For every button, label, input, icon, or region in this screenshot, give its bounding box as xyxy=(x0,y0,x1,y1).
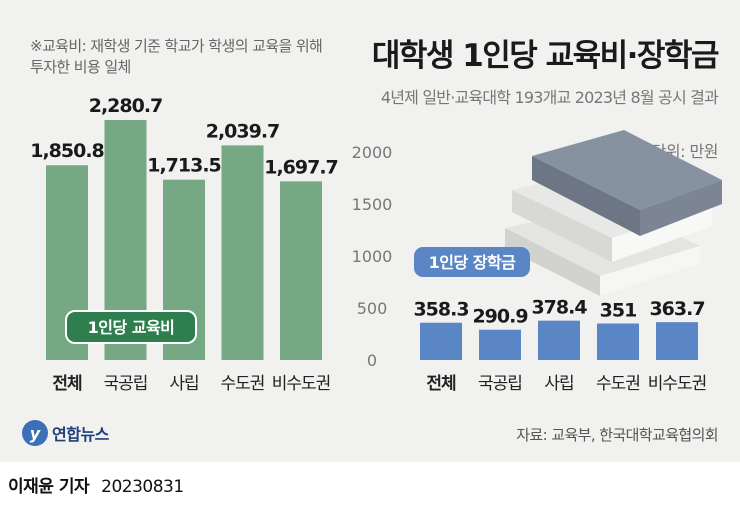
scholarship-category-label: 국공립 xyxy=(478,374,522,394)
scholarship-category-label: 사립 xyxy=(544,374,573,394)
education-cost-category-label: 국공립 xyxy=(104,374,148,394)
education-cost-bar xyxy=(280,181,322,360)
scholarship-category-label: 비수도권 xyxy=(648,374,707,394)
education-cost-value-label: 2,039.7 xyxy=(206,120,280,142)
scholarship-badge-label: 1인당 장학금 xyxy=(429,253,517,272)
scholarship-value-label: 378.4 xyxy=(531,297,587,319)
byline-date: 20230831 xyxy=(101,477,184,497)
education-cost-value-label: 1,850.8 xyxy=(30,140,104,162)
subtitle: 4년제 일반·교육대학 193개교 2023년 8월 공시 결과 xyxy=(380,88,719,107)
yonhap-logo-icon: y xyxy=(22,420,48,446)
scholarship-badge: 1인당 장학금 xyxy=(414,247,530,277)
scholarship-bar xyxy=(420,322,462,360)
logo: y 연합뉴스 xyxy=(22,420,109,446)
scholarship-category-label: 전체 xyxy=(426,374,456,394)
scholarship-bar xyxy=(656,322,698,360)
scholarship-value-label: 290.9 xyxy=(472,306,527,328)
byline-name: 이재윤 기자 xyxy=(8,477,90,497)
education-cost-category-label: 전체 xyxy=(52,374,82,394)
source-note: 자료: 교육부, 한국대학교육협의회 xyxy=(516,426,718,444)
scholarship-value-label: 351 xyxy=(600,299,637,321)
education-cost-value-label: 2,280.7 xyxy=(89,95,163,117)
scholarship-category-label: 수도권 xyxy=(596,374,640,394)
scholarship-value-label: 363.7 xyxy=(649,298,704,320)
page-title: 대학생 1인당 교육비·장학금 xyxy=(371,38,720,74)
y-tick-label: 500 xyxy=(357,299,388,318)
education-cost-category-label: 사립 xyxy=(169,374,198,394)
scholarship-bar xyxy=(538,320,580,360)
education-cost-value-label: 1,697.7 xyxy=(264,156,338,178)
education-cost-category-label: 비수도권 xyxy=(272,374,331,394)
y-tick-label: 0 xyxy=(367,351,377,370)
scholarship-chart: 0 500 1000 1500 2000 358.3 전체 290.9 국공립 378.4 사립 35… xyxy=(352,143,708,394)
footnote: ※교육비: 재학생 기준 학교가 학생의 교육을 위해 투자한 비용 일체 xyxy=(30,37,323,76)
education-cost-bar xyxy=(221,145,264,360)
y-tick-label: 1000 xyxy=(352,247,393,266)
education-cost-badge-label: 1인당 교육비 xyxy=(88,318,175,337)
education-cost-badge: 1인당 교육비 xyxy=(65,310,197,344)
books-icon xyxy=(505,130,722,296)
logo-text: 연합뉴스 xyxy=(52,425,109,444)
scholarship-bar xyxy=(597,323,639,360)
education-cost-chart: 1,850.8 전체 2,280.7 국공립 1,713.5 사립 2,039.7 수도권 1,… xyxy=(30,95,339,394)
y-tick-label: 2000 xyxy=(352,143,393,162)
y-tick-label: 1500 xyxy=(352,195,393,214)
scholarship-value-label: 358.3 xyxy=(413,299,468,321)
education-cost-value-label: 1,713.5 xyxy=(147,155,221,177)
chart-canvas: 1,850.8 전체 2,280.7 국공립 1,713.5 사립 2,039.7 수도권 1,… xyxy=(30,95,722,394)
byline: 이재윤 기자 20230831 xyxy=(8,472,184,497)
scholarship-bar xyxy=(479,329,521,360)
education-cost-category-label: 수도권 xyxy=(221,374,265,394)
